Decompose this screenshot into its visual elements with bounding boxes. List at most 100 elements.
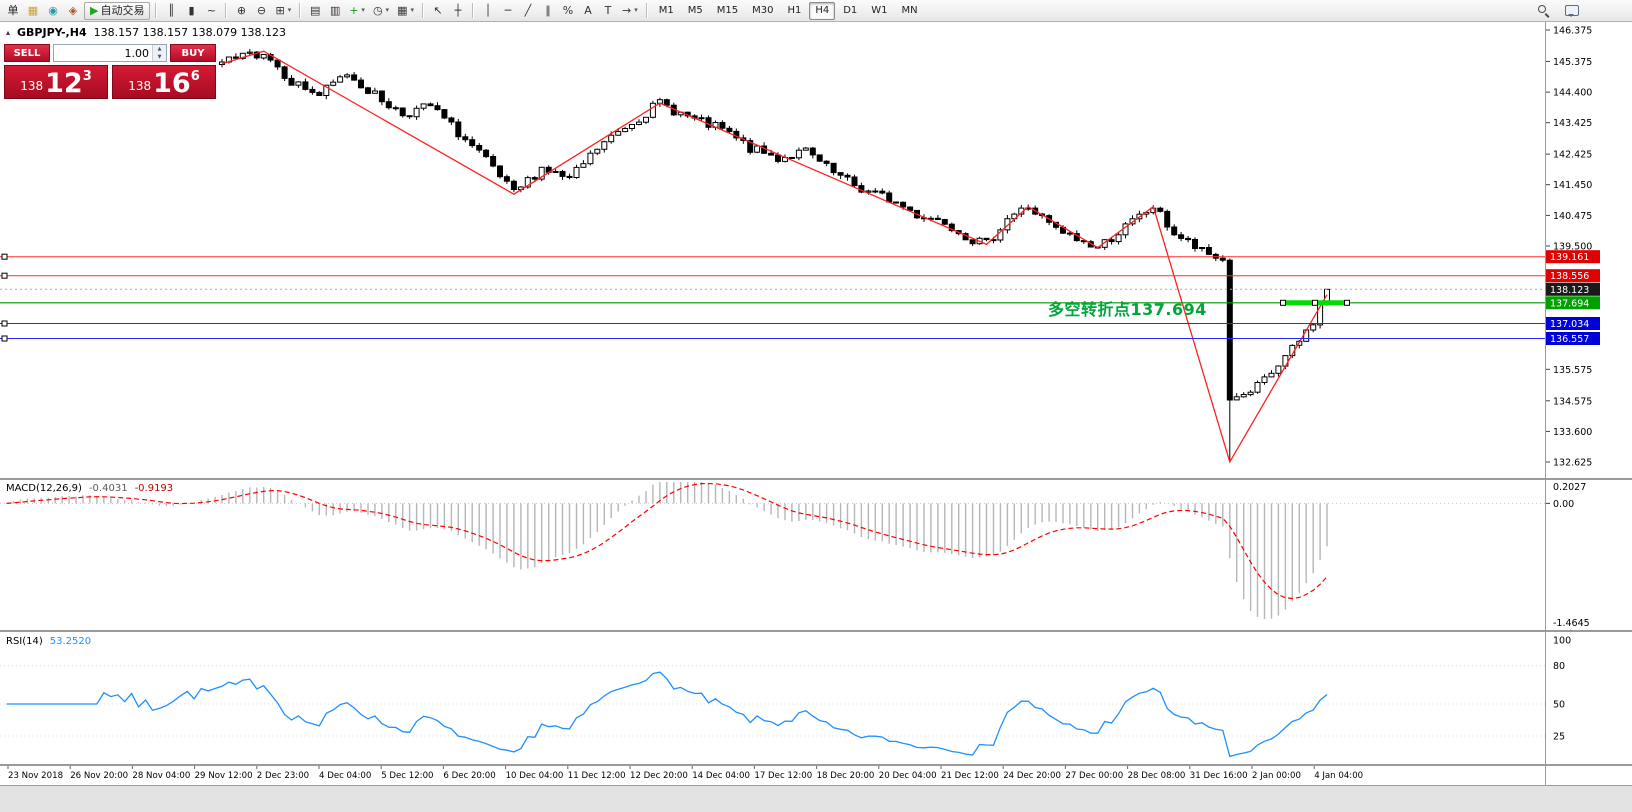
template-icon[interactable]: ▦ ▾ <box>394 2 417 20</box>
rsi-value: 53.2520 <box>49 636 92 647</box>
spinner-down-icon[interactable]: ▼ <box>153 53 166 61</box>
dropdown-arrow-icon[interactable]: ▾ <box>634 6 638 14</box>
candle-body <box>1205 247 1212 255</box>
timeframe-h1-button[interactable]: H1 <box>781 2 807 20</box>
line-selection-handle[interactable] <box>1 320 8 327</box>
candle-body <box>816 154 823 162</box>
buy-price-display[interactable]: 138 16 6 <box>112 65 216 99</box>
candle-body <box>1108 239 1115 243</box>
tile-windows-icon[interactable]: ⊞ ▾ <box>272 2 294 20</box>
charts-icon[interactable]: ▦ <box>24 2 42 20</box>
dropdown-arrow-icon[interactable]: ▾ <box>410 6 414 14</box>
candle-body <box>622 128 629 133</box>
sell-price-display[interactable]: 138 12 3 <box>4 65 108 99</box>
candle-body <box>726 127 733 133</box>
volume-value[interactable]: 1.00 <box>124 47 150 60</box>
candle-body <box>427 103 434 107</box>
search-icon[interactable] <box>1534 2 1552 20</box>
timeframe-w1-button[interactable]: W1 <box>865 2 893 20</box>
text-icon[interactable]: A <box>579 2 597 20</box>
auto-scroll-icon[interactable]: ▤ <box>306 2 324 20</box>
candle-body <box>309 88 316 93</box>
trendline-icon[interactable]: ╱ <box>519 2 537 20</box>
cursor-icon[interactable]: ↖ <box>429 2 447 20</box>
trendline-handle[interactable] <box>1344 299 1350 306</box>
trendline-icon: ╱ <box>524 4 532 17</box>
time-axis-label: 28 Dec 08:00 <box>1128 771 1186 781</box>
horizontal-line-icon[interactable]: ─ <box>499 2 517 20</box>
add-indicator-button[interactable]: + ▾ <box>346 2 368 20</box>
candle-body <box>406 115 413 118</box>
timeframe-m1-button[interactable]: M1 <box>653 2 680 20</box>
dropdown-arrow-icon[interactable]: ▾ <box>287 6 292 14</box>
data-window-icon[interactable]: ◉ <box>44 2 62 20</box>
time-axis-label: 6 Dec 20:00 <box>443 771 495 781</box>
line-selection-handle[interactable] <box>1 335 8 342</box>
autotrading-button[interactable]: ▶ 自动交易 <box>84 1 151 20</box>
new-order-button[interactable]: 单 <box>4 2 22 20</box>
toolbar-separator <box>225 3 228 18</box>
candle-body <box>531 177 538 180</box>
candle-body <box>344 74 351 78</box>
time-axis-label: 26 Nov 20:00 <box>70 771 128 781</box>
periods-icon[interactable]: ◷ ▾ <box>370 2 392 20</box>
fibonacci-icon[interactable]: % <box>559 2 577 20</box>
candle-body <box>629 124 635 129</box>
candle-body <box>795 149 802 159</box>
candle-body <box>1261 376 1268 383</box>
time-axis-label: 11 Dec 12:00 <box>568 771 626 781</box>
candle-body <box>837 172 844 176</box>
price-axis-label: 134.575 <box>1553 396 1592 407</box>
periods-icon: ◷ <box>372 4 383 17</box>
zoom-out-icon[interactable]: ⊖ <box>252 2 270 20</box>
timeframe-m5-button[interactable]: M5 <box>682 2 709 20</box>
timeframe-h4-button[interactable]: H4 <box>809 1 836 20</box>
zoom-in-icon: ⊕ <box>236 4 247 17</box>
timeframe-d1-button[interactable]: D1 <box>837 2 863 20</box>
trendline-handle[interactable] <box>1312 299 1318 306</box>
chat-icon[interactable] <box>1562 2 1582 20</box>
price-axis-label: 143.425 <box>1553 118 1592 129</box>
collapse-trade-panel-icon[interactable]: ▴ <box>6 28 11 37</box>
sell-price-fraction: 3 <box>82 69 92 84</box>
candle-body <box>358 79 364 89</box>
label-icon[interactable]: T <box>599 2 617 20</box>
line-chart-icon[interactable]: ~ <box>202 2 220 20</box>
zoom-in-icon[interactable]: ⊕ <box>232 2 250 20</box>
trendline-handle[interactable] <box>1280 299 1286 306</box>
volume-spinner[interactable]: ▲ ▼ <box>152 45 166 61</box>
time-axis-label: 21 Dec 12:00 <box>941 771 999 781</box>
crosshair-icon[interactable]: ┼ <box>449 2 467 20</box>
sell-button[interactable]: SELL <box>4 44 50 62</box>
timeframe-m15-button[interactable]: M15 <box>711 2 744 20</box>
line-selection-handle[interactable] <box>1 253 8 260</box>
candle-body <box>948 223 955 232</box>
panel-divider[interactable] <box>0 764 1632 766</box>
candle-body <box>462 136 469 141</box>
bar-chart-icon[interactable]: ║ <box>162 2 180 20</box>
pivot-annotation-text[interactable]: 多空转折点137.694 <box>1048 300 1207 319</box>
channel-icon[interactable]: ∥ <box>539 2 557 20</box>
spinner-up-icon[interactable]: ▲ <box>153 45 166 53</box>
navigator-icon[interactable]: ◈ <box>64 2 82 20</box>
price-axis-label: 142.425 <box>1553 150 1592 161</box>
arrows-icon[interactable]: → ▾ <box>619 2 641 20</box>
candle-body <box>1178 234 1185 239</box>
dropdown-arrow-icon[interactable]: ▾ <box>385 6 390 14</box>
rsi-indicator-label: RSI(14) 53.2520 <box>6 636 91 647</box>
candle-body <box>288 77 295 86</box>
buy-button[interactable]: BUY <box>170 44 216 62</box>
line-selection-handle[interactable] <box>1 272 8 279</box>
timeframe-mn-button[interactable]: MN <box>896 2 924 20</box>
candle-body <box>1192 239 1198 249</box>
volume-stepper[interactable]: 1.00 ▲ ▼ <box>53 44 167 62</box>
panel-divider[interactable] <box>0 478 1632 480</box>
candlestick-chart-icon[interactable]: ▮ <box>182 2 200 20</box>
dropdown-arrow-icon[interactable]: ▾ <box>361 6 365 14</box>
vertical-line-icon[interactable]: │ <box>479 2 497 20</box>
candle-body <box>747 140 754 153</box>
panel-divider[interactable] <box>0 630 1632 632</box>
timeframe-m30-button[interactable]: M30 <box>746 2 779 20</box>
chart-shift-icon[interactable]: ▥ <box>326 2 344 20</box>
